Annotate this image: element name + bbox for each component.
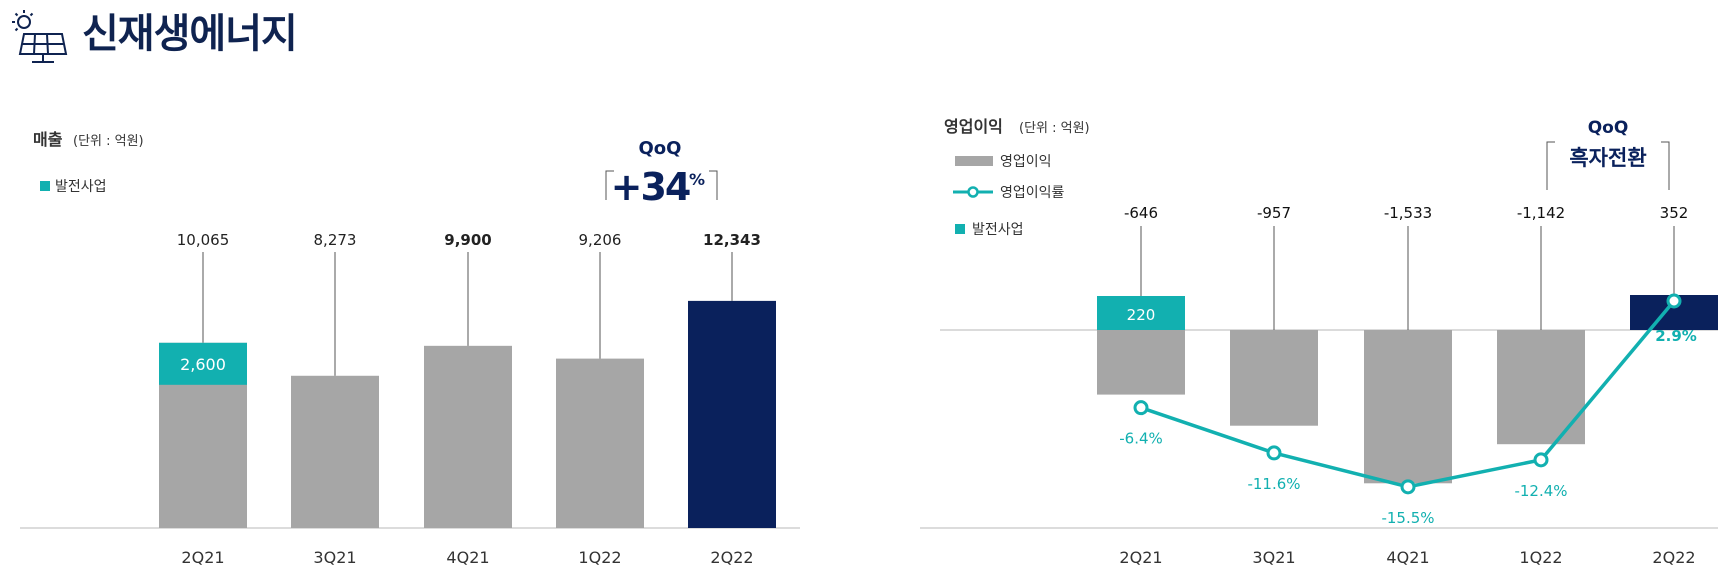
bar-segment-plant-2Q21 (1097, 296, 1185, 330)
legend-label-op-profit: 영업이익 (1000, 154, 1052, 170)
page-header: 신재생에너지 (0, 0, 1718, 70)
margin-point-3Q21 (1266, 445, 1282, 461)
bar-total-1Q22 (556, 358, 644, 528)
margin-value-label: -11.6% (1247, 475, 1300, 493)
x-tick-label: 1Q22 (1519, 548, 1562, 567)
legend-swatch-plant (955, 224, 965, 234)
segment-value-label: 220 (1127, 306, 1156, 324)
margin-value-label: -12.4% (1514, 482, 1567, 500)
x-tick-label: 2Q22 (1652, 548, 1695, 567)
margin-value-label: 2.9% (1655, 327, 1697, 345)
x-tick-label: 4Q21 (1386, 548, 1429, 567)
callout-bracket-right (1661, 141, 1670, 190)
total-value-label: 9,206 (579, 231, 622, 249)
total-value-label: 8,273 (314, 231, 357, 249)
bar-segment-plant-2Q21 (159, 342, 247, 385)
bar-op-profit-4Q21 (1364, 330, 1452, 484)
total-value-label: 12,343 (703, 231, 761, 249)
bar-op-profit-2Q21 (1097, 330, 1185, 395)
bar-op-profit-1Q22 (1497, 330, 1585, 445)
callout-qoq: QoQ (1588, 118, 1629, 138)
margin-value-label: -6.4% (1119, 430, 1163, 448)
legend-label-margin: 영업이익률 (1000, 185, 1065, 201)
bar-total-4Q21 (424, 345, 512, 528)
legend-swatch-margin-dot (967, 186, 979, 198)
bar-total-3Q21 (291, 375, 379, 528)
legend-swatch-op-profit (955, 156, 993, 166)
revenue-chart: 매출 (단위 : 억원) 발전사업 10,065 2Q21 8,273 3Q21 9,900 4… (20, 130, 800, 567)
margin-point-2Q22 (1666, 293, 1682, 309)
callout-qoq: QoQ (639, 138, 682, 159)
op-profit-value-label: -1,533 (1384, 204, 1432, 222)
callout-value: +34 (611, 165, 690, 209)
chart-title: 매출 (33, 130, 63, 149)
x-tick-label: 1Q22 (578, 548, 621, 567)
segment-value-label: 2,600 (180, 355, 226, 374)
x-tick-label: 3Q21 (1252, 548, 1295, 567)
callout-percent: % (689, 170, 705, 189)
op-profit-value-label: -1,142 (1517, 204, 1565, 222)
page-title: 신재생에너지 (82, 11, 298, 57)
x-tick-label: 2Q22 (710, 548, 753, 567)
callout-bracket-right (709, 170, 718, 200)
x-tick-label: 4Q21 (446, 548, 489, 567)
chart-title: 영업이익 (944, 117, 1003, 136)
callout-status: 흑자전환 (1569, 146, 1646, 170)
solar-panel-icon (12, 10, 68, 63)
bar-op-profit-3Q21 (1230, 330, 1318, 426)
callout-bracket-left (1546, 141, 1555, 190)
x-tick-label: 2Q21 (181, 548, 224, 567)
op-profit-value-label: 352 (1660, 204, 1689, 222)
margin-point-1Q22 (1533, 452, 1549, 468)
legend-label-plant: 발전사업 (55, 179, 107, 195)
x-tick-label: 3Q21 (313, 548, 356, 567)
chart-unit: (단위 : 억원) (1019, 121, 1090, 136)
x-tick-label: 2Q21 (1119, 548, 1162, 567)
bar-total-2Q22 (688, 300, 776, 528)
total-value-label: 9,900 (444, 231, 491, 249)
op-profit-value-label: -957 (1257, 204, 1291, 222)
margin-point-2Q21 (1133, 400, 1149, 416)
chart-unit: (단위 : 억원) (73, 134, 144, 149)
margin-point-4Q21 (1400, 479, 1416, 495)
total-value-label: 10,065 (177, 231, 230, 249)
legend-label-plant: 발전사업 (972, 222, 1024, 238)
legend-swatch-plant (40, 181, 50, 191)
margin-value-label: -15.5% (1381, 509, 1434, 527)
callout-bracket-left (605, 170, 614, 200)
op-profit-value-label: -646 (1124, 204, 1158, 222)
